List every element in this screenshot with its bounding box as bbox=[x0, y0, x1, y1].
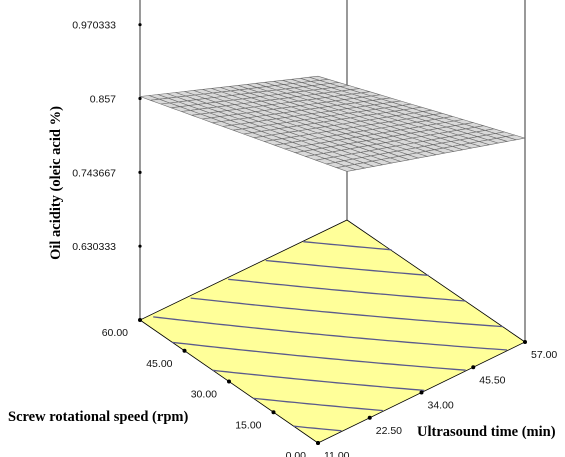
surface-layer bbox=[139, 75, 526, 172]
y-tick-label: 0.00 bbox=[286, 450, 307, 457]
x-tick-mark bbox=[471, 365, 476, 370]
z-tick-mark bbox=[138, 244, 142, 248]
y-tick-label: 30.00 bbox=[191, 389, 217, 401]
x-tick-label: 57.00 bbox=[531, 349, 557, 361]
contour-line bbox=[293, 425, 342, 432]
contour-line bbox=[265, 259, 429, 277]
contour-line bbox=[212, 369, 425, 392]
y-tick-mark bbox=[271, 410, 276, 415]
contour-line bbox=[253, 397, 383, 412]
z-tick-label: 0.630333 bbox=[72, 241, 116, 253]
x-axis-title: Ultrasound time (min) bbox=[417, 424, 556, 440]
y-tick-mark bbox=[316, 441, 320, 445]
x-tick-label: 11.00 bbox=[324, 450, 350, 457]
contour-line bbox=[153, 316, 508, 351]
z-tick-label: 0.857 bbox=[90, 94, 116, 106]
tick-layer: 0.6303330.7436670.8570.9703331.0836711.0… bbox=[72, 20, 557, 457]
y-tick-label: 60.00 bbox=[102, 327, 128, 339]
z-axis-title: Oil acidity (oleic acid %) bbox=[48, 106, 64, 260]
z-tick-mark bbox=[138, 23, 142, 27]
y-tick-label: 15.00 bbox=[235, 419, 261, 431]
contour-line bbox=[172, 341, 466, 371]
contour-floor-layer bbox=[139, 219, 526, 444]
x-tick-mark bbox=[419, 390, 424, 395]
z-tick-mark bbox=[138, 96, 142, 101]
y-tick-mark bbox=[138, 318, 142, 322]
contour-line bbox=[303, 241, 392, 251]
y-tick-label: 45.00 bbox=[146, 358, 172, 370]
x-tick-label: 45.50 bbox=[479, 374, 505, 386]
contour-floor bbox=[139, 219, 526, 444]
y-tick-mark bbox=[227, 379, 231, 384]
x-tick-label: 22.50 bbox=[376, 425, 402, 437]
contour-line bbox=[190, 297, 503, 328]
x-tick-mark bbox=[523, 340, 527, 344]
x-tick-label: 34.00 bbox=[428, 400, 454, 412]
x-tick-mark bbox=[367, 415, 372, 420]
y-tick-mark bbox=[182, 348, 187, 353]
z-tick-mark bbox=[138, 170, 142, 174]
y-axis-title: Screw rotational speed (rpm) bbox=[8, 409, 188, 425]
contour-line bbox=[228, 278, 466, 302]
surface-cell bbox=[335, 165, 358, 172]
z-tick-label: 0.970333 bbox=[72, 20, 116, 32]
z-tick-label: 0.743667 bbox=[72, 167, 116, 179]
